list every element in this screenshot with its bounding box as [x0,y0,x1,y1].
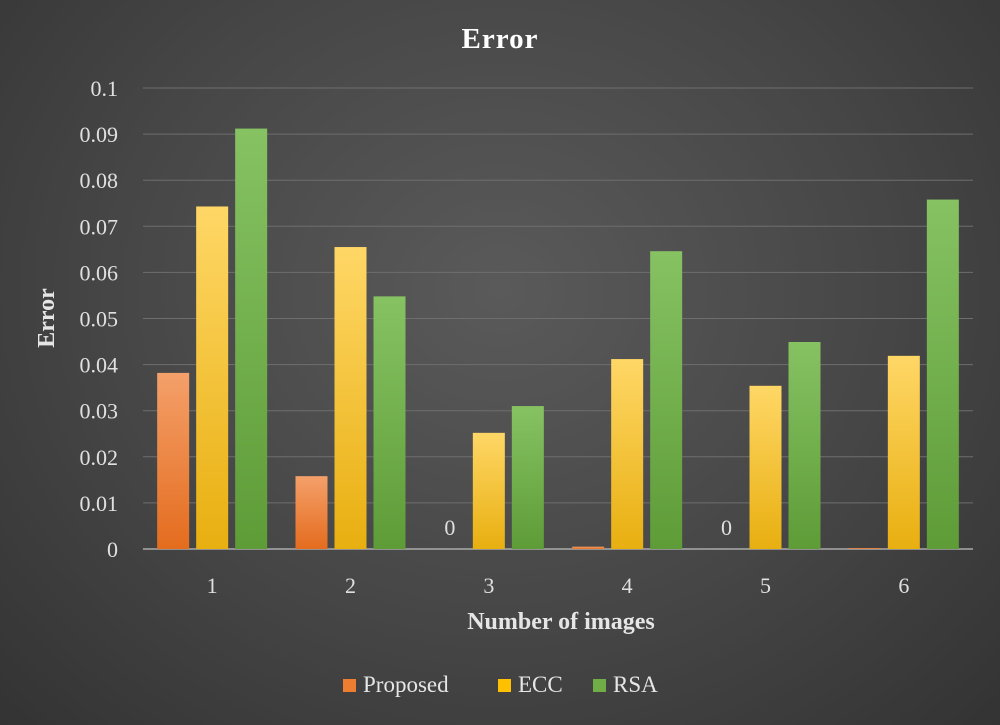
legend-label: RSA [613,672,658,697]
bar-ecc-2 [334,247,367,550]
y-tick-label: 0.02 [80,445,119,470]
bar-ecc-4 [611,359,644,549]
x-axis-ticks: 1 2 3 4 5 6 [207,573,910,598]
data-label: 0 [721,515,732,540]
legend-label: ECC [518,672,563,697]
y-tick-label: 0.06 [80,260,119,285]
y-tick-label: 0.01 [80,491,119,516]
legend-item-proposed: Proposed [343,672,449,697]
bars [157,128,959,550]
y-tick-label: 0.09 [80,122,119,147]
x-tick-label: 3 [483,573,494,598]
x-axis-title: Number of images [467,609,655,635]
legend: Proposed ECC RSA [343,672,658,697]
data-label: 0 [444,515,455,540]
legend-swatch [498,679,511,692]
bar-ecc-1 [196,206,229,550]
legend-swatch [343,679,356,692]
x-tick-label: 2 [345,573,356,598]
bar-rsa-5 [788,342,821,549]
bar-rsa-1 [235,128,268,549]
x-tick-label: 4 [622,573,633,598]
bar-ecc-5 [749,385,782,549]
gridlines [143,87,973,550]
bar-proposed-4 [572,546,605,549]
y-tick-label: 0.05 [80,307,119,332]
y-tick-label: 0.1 [91,76,119,101]
y-tick-label: 0.03 [80,399,119,424]
bar-ecc-3 [472,432,505,549]
y-tick-label: 0.04 [80,353,119,378]
y-tick-label: 0.08 [80,168,119,193]
bar-rsa-6 [926,199,959,549]
bar-rsa-4 [650,251,683,549]
legend-swatch [593,679,606,692]
x-tick-label: 5 [760,573,771,598]
y-tick-label: 0.07 [80,214,119,239]
legend-item-rsa: RSA [593,672,658,697]
chart-title: Error [462,23,539,55]
legend-item-ecc: ECC [498,672,563,697]
y-tick-label: 0 [107,537,118,562]
bar-proposed-1 [157,372,190,549]
bar-rsa-3 [511,406,544,549]
x-tick-label: 6 [898,573,909,598]
bar-rsa-2 [373,296,406,549]
x-tick-label: 1 [207,573,218,598]
y-axis-title: Error [34,288,60,348]
y-axis-ticks: 0 0.01 0.02 0.03 0.04 0.05 0.06 0.07 0.08 0.09 0.1 [80,76,119,562]
bar-proposed-2 [295,476,328,549]
bar-proposed-6 [848,548,881,549]
bar-ecc-6 [887,355,920,549]
legend-label: Proposed [363,672,449,697]
